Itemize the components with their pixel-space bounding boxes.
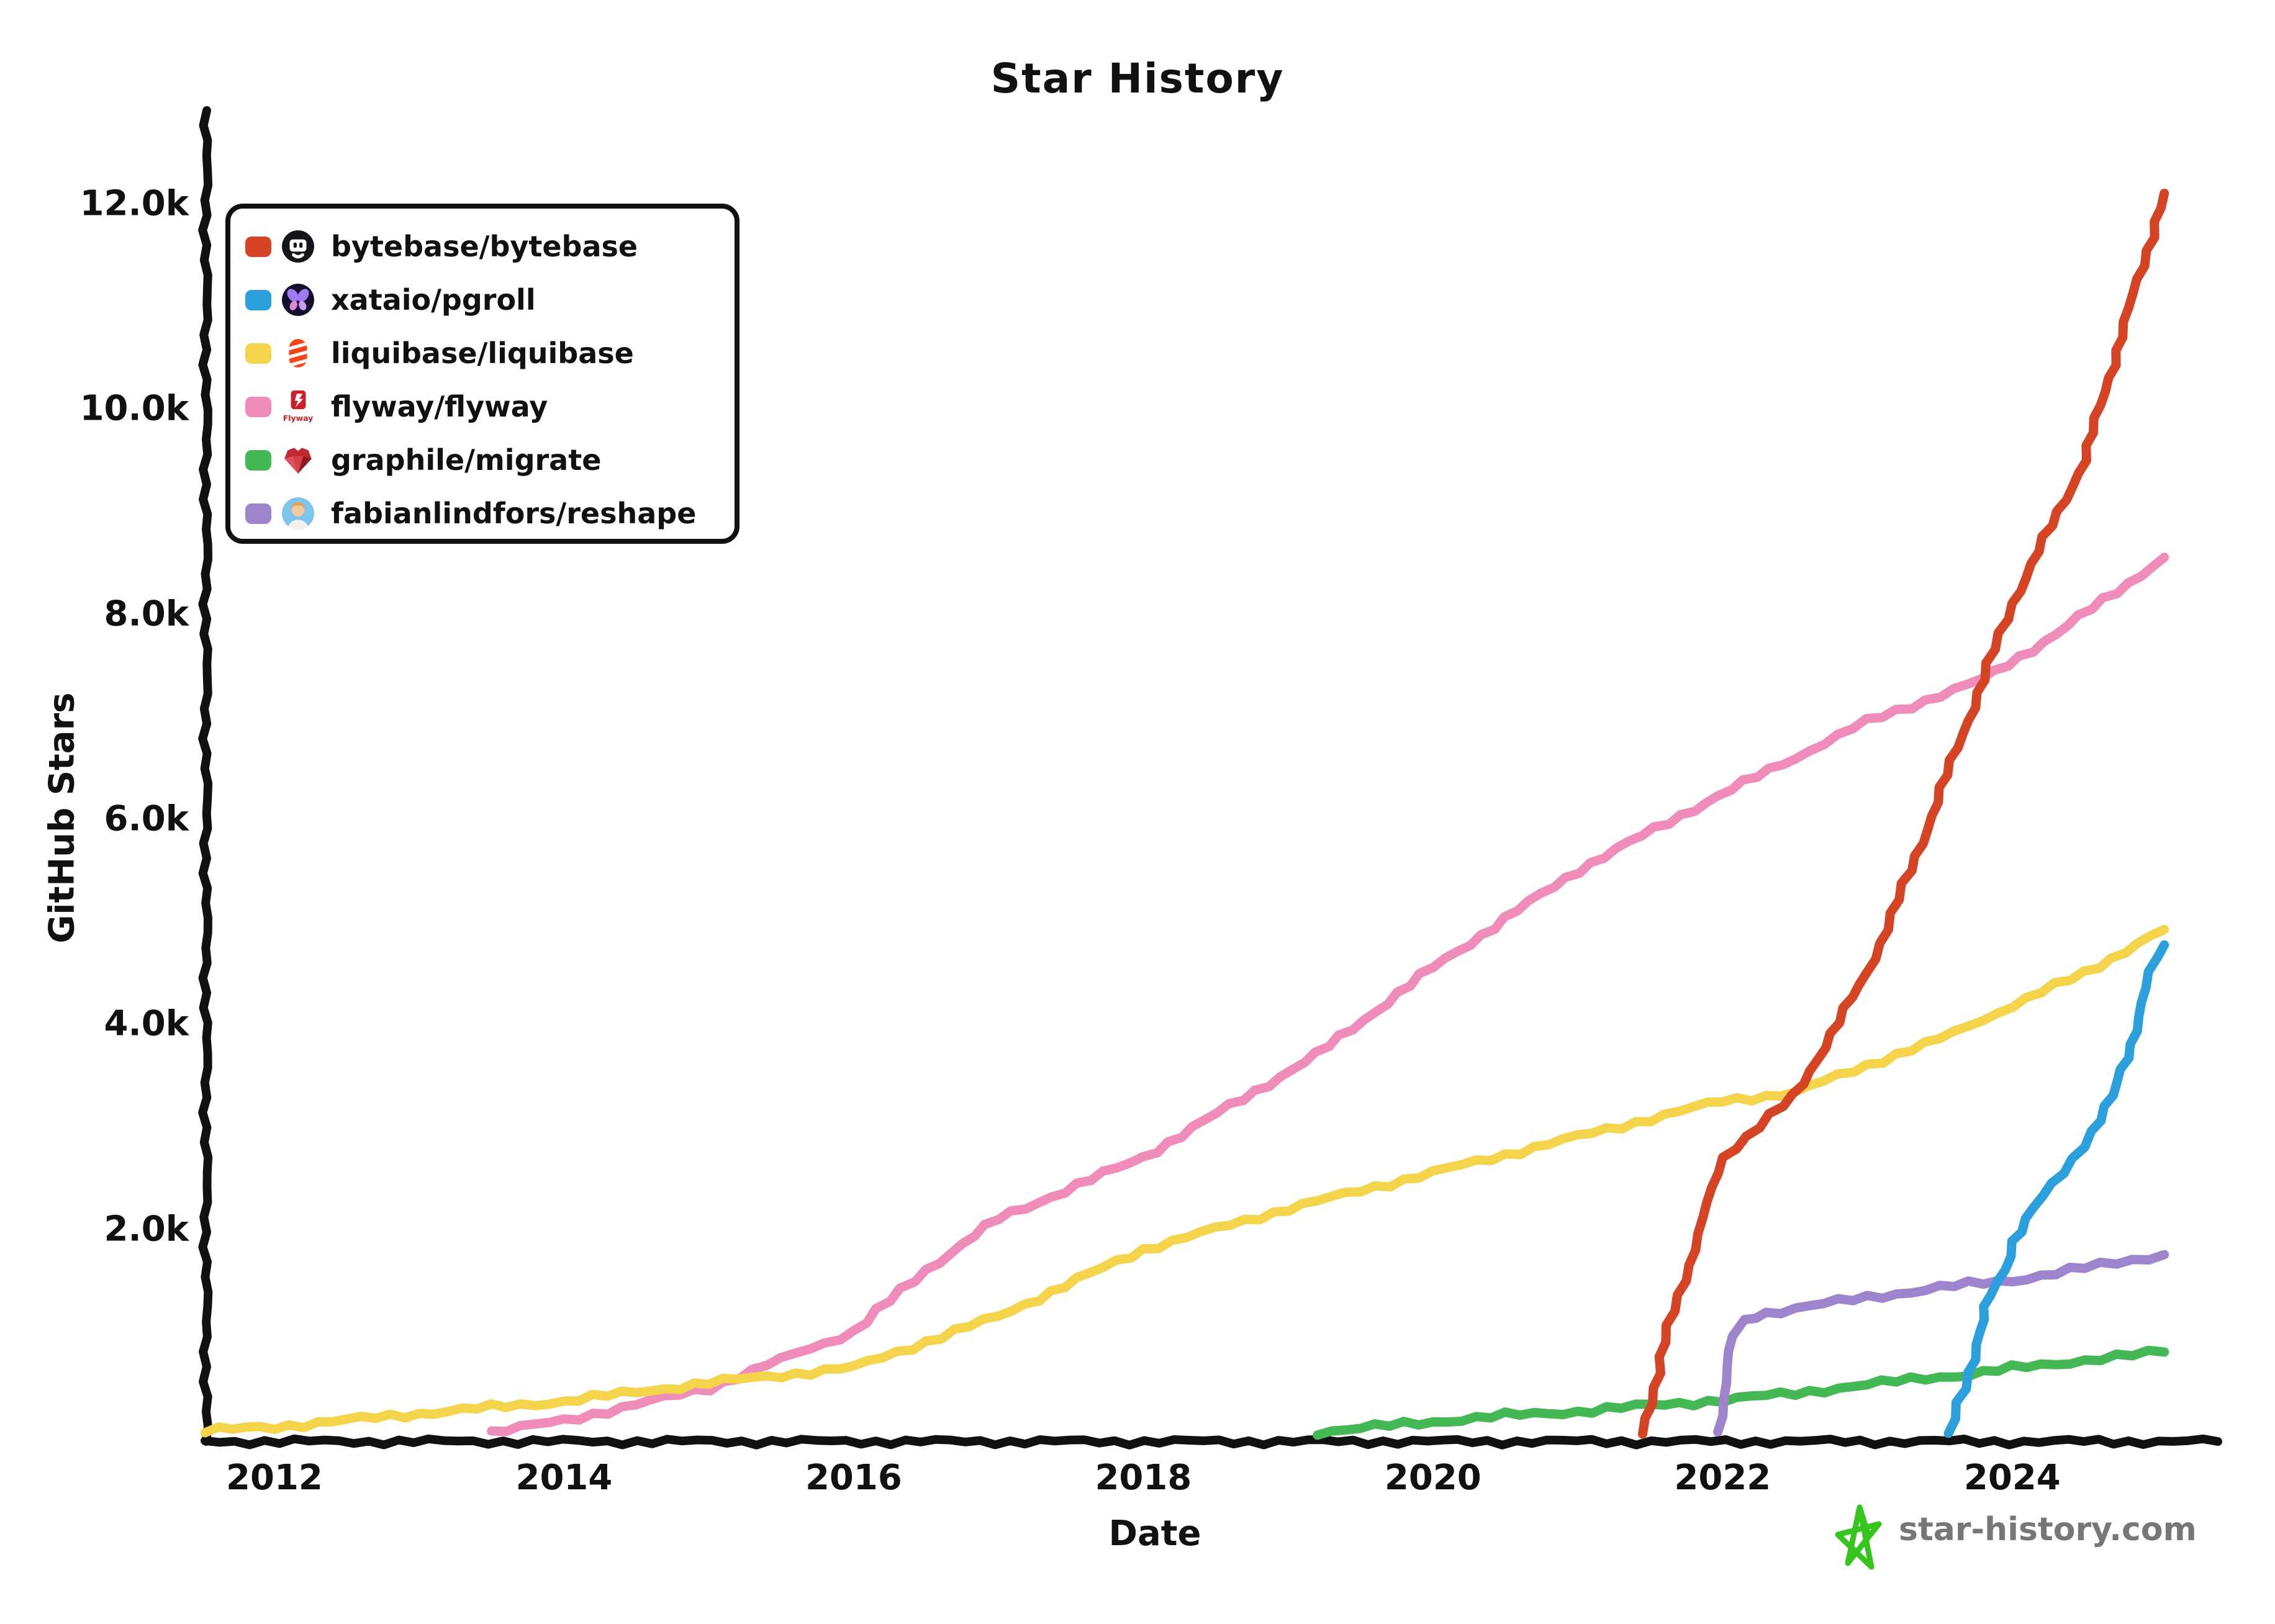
legend-swatch [245,343,271,364]
x-tick-label-2018: 2018 [1095,1458,1192,1498]
legend-label: graphile/migrate [331,443,602,477]
legend-label: fabianlindfors/reshape [331,497,697,530]
legend-swatch [245,503,271,524]
series-line-flyway [487,553,2169,1437]
star-history-star-icon [1835,1504,1882,1570]
bytebase-logo-icon [281,230,315,263]
x-tick-label-2022: 2022 [1674,1458,1771,1498]
series-line-bytebase [1638,189,2169,1439]
x-tick-label-2020: 2020 [1384,1458,1481,1498]
legend-swatch [245,449,271,471]
x-tick-label-2016: 2016 [805,1458,902,1498]
legend-swatch [245,289,271,310]
liquibase-logo-icon [281,336,315,370]
legend-item-graphile-migrate: graphile/migrate [245,433,735,487]
legend-swatch [245,396,271,417]
y-axis-line [198,106,213,1446]
x-tick-label-2012: 2012 [226,1458,323,1498]
y-tick-label-4.0k: 4.0k [104,1003,189,1044]
series-line-liquibase [200,924,2169,1438]
legend-item-bytebase-bytebase: bytebase/bytebase [245,220,735,273]
chart-title: Star History [990,55,1285,102]
y-tick-label-12.0k: 12.0k [79,183,189,224]
legend-item-xataio-pgroll: xataio/pgroll [245,273,735,327]
legend-item-liquibase-liquibase: liquibase/liquibase [245,327,735,380]
x-axis-title: Date [1108,1513,1201,1554]
watermark-text: star-history.com [1899,1511,2197,1548]
flyway-logo-icon: Flyway [281,390,315,423]
x-axis-line [201,1434,2222,1450]
x-tick-label-2024: 2024 [1963,1458,2061,1498]
series-line-migrate [1313,1345,2169,1440]
watermark: star-history.com [1830,1502,2197,1577]
legend: bytebase/bytebase xataio/pgroll liquibase/… [225,204,739,544]
legend-label: bytebase/bytebase [331,230,638,263]
series-line-reshape [1713,1250,2169,1437]
legend-label: flyway/flyway [331,390,548,423]
series-line-pgroll [1943,940,2169,1438]
legend-item-flyway-flyway: Flyway flyway/flyway [245,380,735,433]
y-tick-label-2.0k: 2.0k [104,1209,189,1250]
graphile-logo-icon [281,443,315,477]
legend-swatch [245,236,271,257]
xata-logo-icon [281,283,315,317]
x-tick-label-2014: 2014 [515,1458,613,1498]
y-tick-label-6.0k: 6.0k [104,798,189,839]
legend-item-fabianlindfors-reshape: fabianlindfors/reshape [245,487,735,540]
legend-label: liquibase/liquibase [331,336,634,370]
y-tick-label-8.0k: 8.0k [104,593,189,634]
fabianlindfors-avatar-icon [281,497,315,530]
svg-text:Flyway: Flyway [283,413,314,423]
legend-label: xataio/pgroll [331,283,536,317]
y-tick-label-10.0k: 10.0k [79,388,189,429]
